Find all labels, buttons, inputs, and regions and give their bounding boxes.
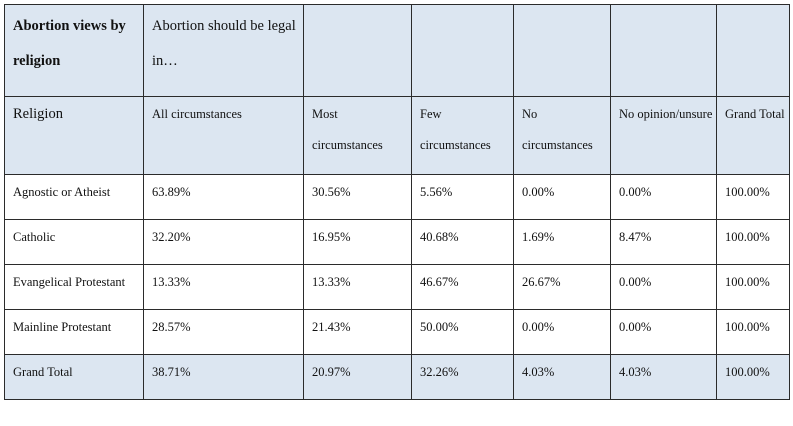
empty-cell	[303, 4, 412, 97]
total-cell: 100.00%	[716, 354, 790, 400]
total-cell: 38.71%	[143, 354, 304, 400]
religion-cell: Agnostic or Atheist	[4, 174, 144, 220]
value-cell: 100.00%	[716, 309, 790, 355]
value-cell: 50.00%	[411, 309, 514, 355]
value-cell: 13.33%	[143, 264, 304, 310]
table-row: Evangelical Protestant 13.33% 13.33% 46.…	[4, 264, 790, 310]
value-cell: 40.68%	[411, 219, 514, 265]
title-row: Abortion views by religion Abortion shou…	[4, 4, 790, 97]
value-cell: 46.67%	[411, 264, 514, 310]
table-row: Agnostic or Atheist 63.89% 30.56% 5.56% …	[4, 174, 790, 220]
table-row: Mainline Protestant 28.57% 21.43% 50.00%…	[4, 309, 790, 355]
value-cell: 13.33%	[303, 264, 412, 310]
value-cell: 1.69%	[513, 219, 611, 265]
value-cell: 8.47%	[610, 219, 717, 265]
value-cell: 100.00%	[716, 174, 790, 220]
religion-cell: Evangelical Protestant	[4, 264, 144, 310]
total-cell: 4.03%	[610, 354, 717, 400]
abortion-views-table: Abortion views by religion Abortion shou…	[4, 4, 790, 400]
header-no-circumstances: No circumstances	[513, 96, 611, 175]
header-all-circumstances: All circumstances	[143, 96, 304, 175]
value-cell: 0.00%	[513, 174, 611, 220]
value-cell: 16.95%	[303, 219, 412, 265]
religion-cell: Catholic	[4, 219, 144, 265]
header-grand-total: Grand Total	[716, 96, 790, 175]
value-cell: 0.00%	[513, 309, 611, 355]
value-cell: 30.56%	[303, 174, 412, 220]
header-no-opinion: No opinion/unsure	[610, 96, 717, 175]
table-row: Catholic 32.20% 16.95% 40.68% 1.69% 8.47…	[4, 219, 790, 265]
value-cell: 5.56%	[411, 174, 514, 220]
value-cell: 0.00%	[610, 174, 717, 220]
value-cell: 21.43%	[303, 309, 412, 355]
header-few-circumstances: Few circumstances	[411, 96, 514, 175]
empty-cell	[610, 4, 717, 97]
value-cell: 100.00%	[716, 219, 790, 265]
table-title: Abortion views by religion	[4, 4, 144, 97]
value-cell: 28.57%	[143, 309, 304, 355]
empty-cell	[716, 4, 790, 97]
value-cell: 32.20%	[143, 219, 304, 265]
grand-total-label: Grand Total	[4, 354, 144, 400]
religion-cell: Mainline Protestant	[4, 309, 144, 355]
total-cell: 4.03%	[513, 354, 611, 400]
empty-cell	[513, 4, 611, 97]
value-cell: 0.00%	[610, 309, 717, 355]
question-label: Abortion should be legal in…	[143, 4, 304, 97]
value-cell: 63.89%	[143, 174, 304, 220]
header-religion: Religion	[4, 96, 144, 175]
value-cell: 100.00%	[716, 264, 790, 310]
grand-total-row: Grand Total 38.71% 20.97% 32.26% 4.03% 4…	[4, 354, 790, 400]
value-cell: 26.67%	[513, 264, 611, 310]
value-cell: 0.00%	[610, 264, 717, 310]
empty-cell	[411, 4, 514, 97]
total-cell: 32.26%	[411, 354, 514, 400]
header-row: Religion All circumstances Most circumst…	[4, 96, 790, 175]
header-most-circumstances: Most circumstances	[303, 96, 412, 175]
total-cell: 20.97%	[303, 354, 412, 400]
